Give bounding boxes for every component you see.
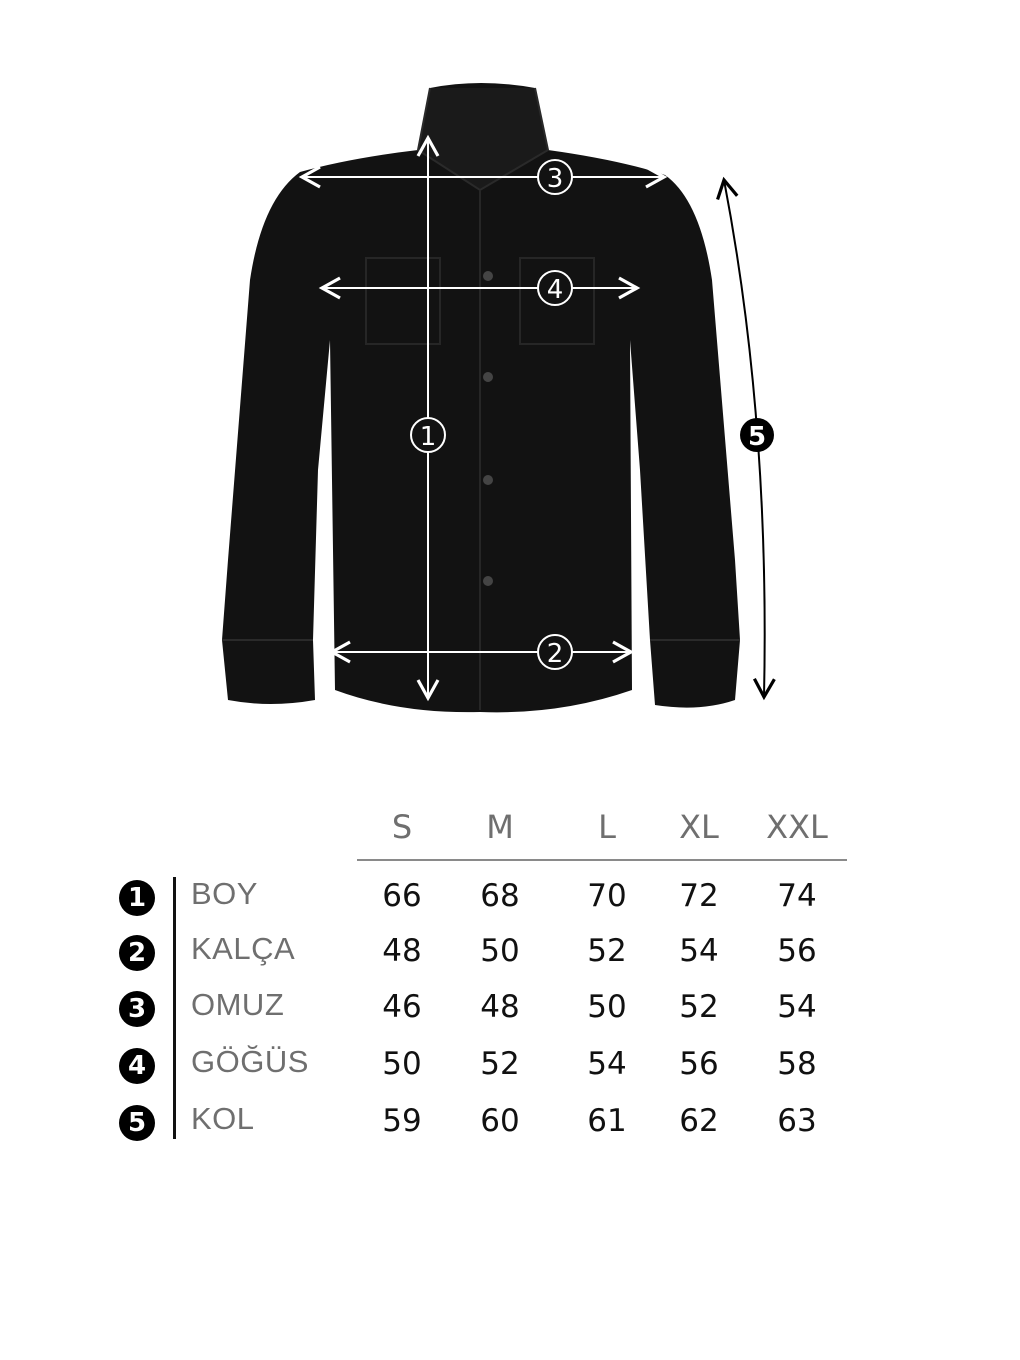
measurement-value: 66	[382, 878, 422, 914]
measurement-value: 54	[679, 933, 719, 969]
measurement-value: 52	[587, 933, 627, 969]
measurement-label: BOY	[191, 876, 258, 911]
measurement-value: 48	[480, 989, 520, 1025]
svg-text:1: 1	[420, 422, 437, 452]
row-number-badge: 4	[119, 1048, 155, 1084]
measure-arrow-2: 2	[328, 634, 635, 670]
measurement-label: KOL	[191, 1101, 255, 1136]
measurement-value: 48	[382, 933, 422, 969]
size-header-xl: XL	[679, 808, 719, 846]
row-divider	[173, 877, 176, 1139]
row-number-badge: 1	[119, 880, 155, 916]
measurement-label: OMUZ	[191, 987, 285, 1022]
measurement-value: 74	[777, 878, 817, 914]
measurement-value: 63	[777, 1103, 817, 1139]
measurement-value: 56	[679, 1046, 719, 1082]
header-divider	[357, 859, 847, 861]
measurement-value: 50	[480, 933, 520, 969]
measurement-value: 70	[587, 878, 627, 914]
measurement-label: GÖĞÜS	[191, 1044, 309, 1079]
size-header-m: M	[486, 808, 514, 846]
size-header-xxl: XXL	[766, 808, 828, 846]
size-header-l: L	[598, 808, 616, 846]
row-number-badge: 2	[119, 935, 155, 971]
measure-arrow-4: 4	[318, 270, 641, 306]
size-header-s: S	[391, 808, 413, 846]
measurement-value: 50	[382, 1046, 422, 1082]
measurement-value: 59	[382, 1103, 422, 1139]
shirt-illustration	[222, 83, 740, 713]
measurement-value: 72	[679, 878, 719, 914]
row-number-badge: 5	[119, 1105, 155, 1141]
measurement-value: 61	[587, 1103, 627, 1139]
svg-text:5: 5	[748, 422, 766, 452]
measurement-value: 54	[587, 1046, 627, 1082]
svg-text:2: 2	[547, 639, 564, 669]
measurement-label: KALÇA	[191, 931, 296, 966]
measure-arrow-3: 3	[298, 159, 668, 195]
svg-text:4: 4	[547, 275, 564, 305]
measurement-value: 56	[777, 933, 817, 969]
measurement-value: 52	[480, 1046, 520, 1082]
measure-arrow-1: 1	[410, 134, 446, 702]
measurement-value: 58	[777, 1046, 817, 1082]
measurement-value: 62	[679, 1103, 719, 1139]
measurement-value: 52	[679, 989, 719, 1025]
shirt-measurement-diagram: 1 3 4 2 5	[222, 83, 776, 713]
svg-text:3: 3	[547, 164, 564, 194]
row-number-badge: 3	[119, 991, 155, 1027]
measurement-value: 68	[480, 878, 520, 914]
measure-arrow-5: 5	[716, 176, 776, 701]
measurement-value: 46	[382, 989, 422, 1025]
measurement-value: 60	[480, 1103, 520, 1139]
measurement-value: 54	[777, 989, 817, 1025]
measurement-value: 50	[587, 989, 627, 1025]
